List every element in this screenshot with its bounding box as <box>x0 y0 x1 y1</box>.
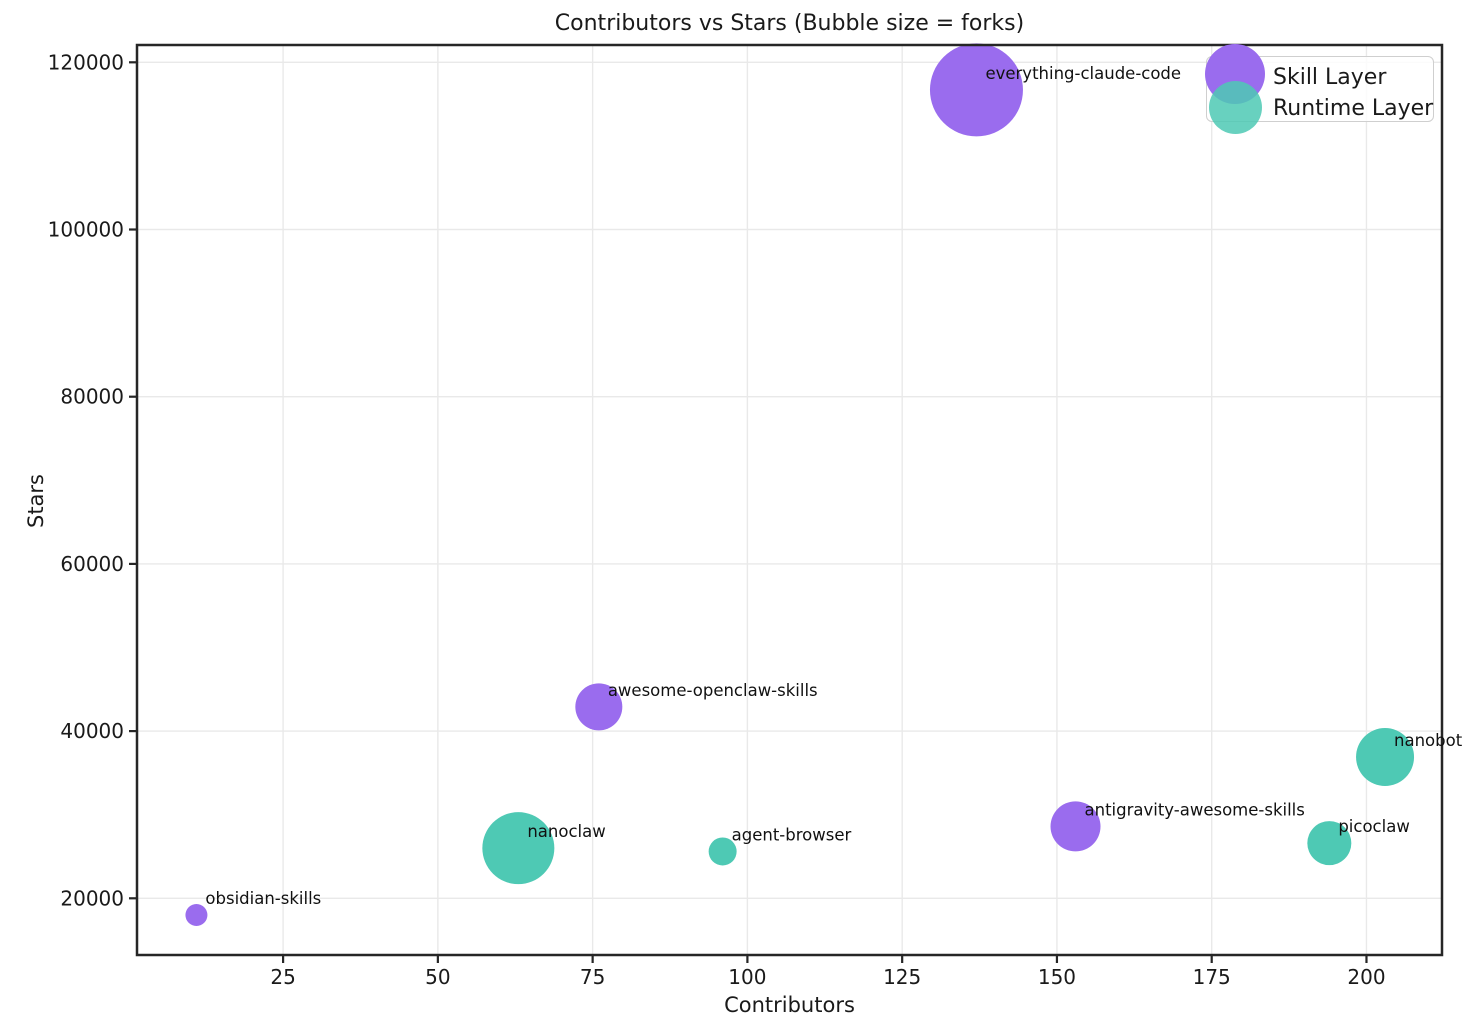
bubble-label-obsidian-skills: obsidian-skills <box>205 889 321 908</box>
x-tick-label: 75 <box>580 965 605 989</box>
y-tick-label: 60000 <box>60 552 124 576</box>
y-axis-label: Stars <box>24 474 48 529</box>
bubble-obsidian-skills <box>185 904 208 927</box>
x-tick-label: 25 <box>270 965 295 989</box>
bubble-label-agent-browser: agent-browser <box>732 825 852 844</box>
bubble-picoclaw <box>1307 821 1352 866</box>
y-tick-label: 20000 <box>60 886 124 910</box>
x-tick-label: 200 <box>1347 965 1385 989</box>
bubble-label-nanoclaw: nanoclaw <box>527 822 605 841</box>
bubble-label-awesome-openclaw-skills: awesome-openclaw-skills <box>608 681 818 700</box>
bubble-label-antigravity-awesome-skills: antigravity-awesome-skills <box>1085 800 1305 819</box>
x-tick-label: 150 <box>1038 965 1076 989</box>
bubble-label-nanobot: nanobot <box>1394 731 1463 750</box>
x-tick-label: 100 <box>728 965 766 989</box>
bubble-antigravity-awesome-skills <box>1050 801 1101 852</box>
bubble-awesome-openclaw-skills <box>575 683 623 731</box>
bubble-label-picoclaw: picoclaw <box>1338 817 1410 836</box>
bubble-label-everything-claude-code: everything-claude-code <box>985 64 1181 83</box>
bubble-agent-browser <box>708 837 737 866</box>
y-tick-label: 80000 <box>60 385 124 409</box>
axes-spines <box>135 43 1444 957</box>
y-tick-label: 120000 <box>48 50 124 74</box>
legend-marker-runtime-layer <box>1209 81 1262 134</box>
x-tick-label: 125 <box>883 965 921 989</box>
y-tick-label: 40000 <box>60 719 124 743</box>
legend-label-runtime-layer: Runtime Layer <box>1273 96 1434 121</box>
y-tick-label: 100000 <box>48 218 124 242</box>
x-tick-label: 50 <box>425 965 450 989</box>
legend: Skill Layer Runtime Layer <box>1205 44 1434 134</box>
bubble-nanoclaw <box>482 812 555 885</box>
x-tick-label: 175 <box>1193 965 1231 989</box>
x-axis-label: Contributors <box>724 993 855 1017</box>
chart-title: Contributors vs Stars (Bubble size = for… <box>554 11 1025 36</box>
legend-label-skill-layer: Skill Layer <box>1273 65 1387 90</box>
bubble-everything-claude-code <box>929 43 1023 137</box>
bubble-nanobot <box>1356 728 1415 787</box>
